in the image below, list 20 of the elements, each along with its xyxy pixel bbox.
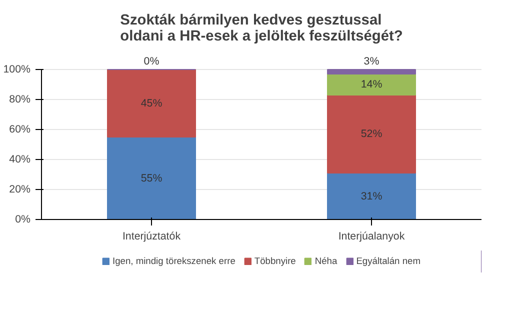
- data-label: 3%: [364, 56, 380, 68]
- data-label: 31%: [360, 190, 383, 202]
- legend-label: Egyáltalán nem: [356, 256, 420, 266]
- data-label: 45%: [140, 97, 163, 110]
- y-tick-label: 60%: [9, 124, 32, 136]
- y-tick-label: 80%: [9, 94, 32, 106]
- y-tick-label: 20%: [9, 184, 32, 196]
- data-label: 0%: [144, 56, 160, 68]
- y-tick-label: 100%: [3, 64, 32, 76]
- y-tick-label: 40%: [9, 154, 32, 166]
- legend-label: Többnyire: [254, 256, 296, 266]
- x-tick-label: Interjúalanyok: [338, 230, 406, 242]
- data-label: 14%: [360, 78, 383, 90]
- y-tick-label: 0%: [15, 214, 32, 226]
- data-label: 52%: [360, 128, 383, 140]
- x-tick-label: Interjúztatók: [122, 230, 182, 242]
- legend-label: Igen, mindig törekszenek erre: [112, 256, 236, 266]
- chart-title: Szokták bármilyen kedves gesztussal oldani a HR-esek a jelöltek feszültségét?: [120, 12, 403, 44]
- legend-label: Néha: [314, 256, 338, 266]
- data-label: 55%: [140, 172, 163, 184]
